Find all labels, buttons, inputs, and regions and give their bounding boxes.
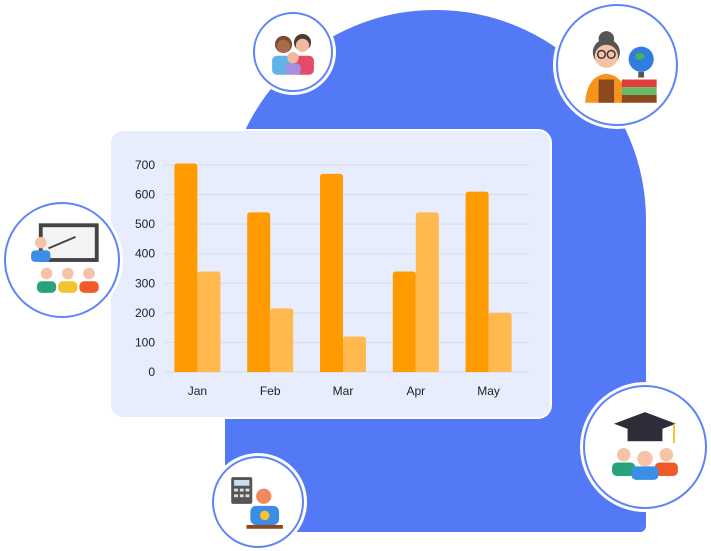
x-tick-label: Apr xyxy=(406,384,425,398)
bar-jan-series-2 xyxy=(197,271,221,372)
y-tick-label: 700 xyxy=(135,158,155,172)
y-tick-label: 500 xyxy=(135,217,155,231)
bar-chart: 0 100 200 300 400 500 600 700 Jan Feb Mar Apr May xyxy=(135,158,529,398)
y-tick-label: 0 xyxy=(148,365,155,379)
bar-apr-series-2 xyxy=(415,212,439,372)
x-tick-label: Jan xyxy=(188,384,207,398)
bar-feb-series-1 xyxy=(247,212,271,372)
bar-feb-series-2 xyxy=(270,308,294,372)
y-tick-label: 200 xyxy=(135,306,155,320)
y-tick-label: 600 xyxy=(135,188,155,202)
bar-apr-series-1 xyxy=(392,271,416,372)
y-tick-label: 100 xyxy=(135,335,155,349)
x-tick-label: Feb xyxy=(260,384,281,398)
bar-mar-series-2 xyxy=(343,336,366,372)
bar-may-series-1 xyxy=(465,191,489,372)
y-tick-label: 300 xyxy=(135,276,155,290)
bar-jan-series-1 xyxy=(174,163,198,372)
family-icon xyxy=(253,12,333,92)
teacher-globe-icon xyxy=(556,4,678,126)
graduation-students-icon xyxy=(583,385,707,509)
accountant-calculator-icon xyxy=(212,456,304,548)
x-tick-label: Mar xyxy=(333,384,354,398)
bar-may-series-2 xyxy=(488,312,512,372)
chart-card: 0 100 200 300 400 500 600 700 Jan Feb Mar Apr May xyxy=(109,129,552,419)
classroom-presentation-icon xyxy=(4,202,120,318)
bar-mar-series-1 xyxy=(320,173,343,372)
x-tick-label: May xyxy=(477,384,500,398)
y-tick-label: 400 xyxy=(135,247,155,261)
